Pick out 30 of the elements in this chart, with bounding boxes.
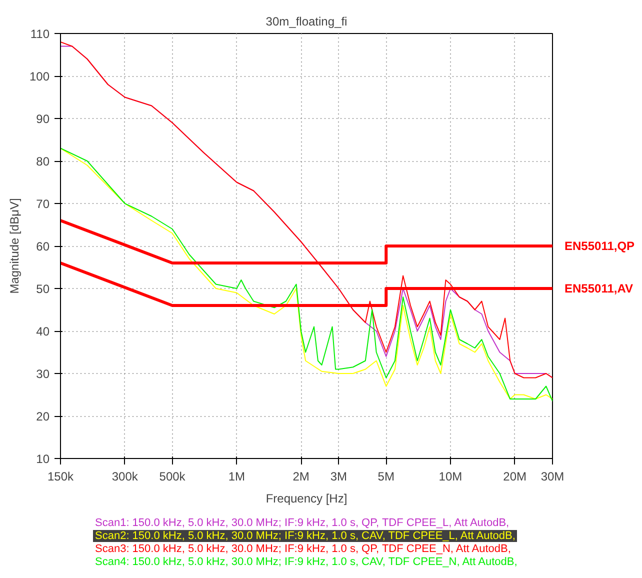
x-tick-label: 1M: [228, 470, 246, 484]
y-tick-label: 20: [36, 410, 50, 424]
text: Scan1: 150.0 kHz, 5.0 kHz, 30.0 MHz; IF:9 kHz, 1.0 s, QP, TDF CPEE_L, Att AutodB,: [94, 517, 510, 529]
x-axis-title: Frequency [Hz]: [266, 492, 348, 506]
x-tick-label: 3M: [330, 470, 348, 484]
text: Scan3: 150.0 kHz, 5.0 kHz, 30.0 MHz; IF:9 kHz, 1.0 s, QP, TDF CPEE_N, Att AutodB,: [94, 543, 512, 555]
y-tick-label: 80: [36, 154, 50, 168]
x-tick-label: 20M: [503, 470, 527, 484]
annotation: EN55011,AV: [564, 282, 633, 296]
annotation: EN55011,QP: [564, 239, 635, 253]
y-tick-label: 60: [36, 240, 50, 254]
y-tick-label: 40: [36, 324, 50, 338]
y-tick-label: 50: [36, 282, 50, 296]
text: Scan4: 150.0 kHz, 5.0 kHz, 30.0 MHz; IF:9 kHz, 1.0 s, CAV, TDF CPEE_N, Att AutodB,: [94, 556, 518, 568]
y-axis-title: Magnitude [dBμV]: [7, 198, 22, 294]
x-tick-label: 500k: [159, 470, 186, 484]
x-tick-label: 2M: [292, 470, 310, 484]
y-tick-label: 90: [36, 112, 50, 126]
y-tick-label: 30: [36, 367, 50, 381]
y-tick-label: 10: [36, 452, 50, 466]
x-tick-label: 150k: [47, 470, 75, 484]
text: Scan2: 150.0 kHz, 5.0 kHz, 30.0 MHz; IF:9 kHz, 1.0 s, CAV, TDF CPEE_L, Att AutodB,: [93, 530, 518, 542]
x-tick-label: 5M: [378, 470, 394, 484]
chart-title: 30m_floating_fi: [266, 14, 348, 28]
x-tick-label: 300k: [112, 470, 139, 484]
x-tick-label: 10M: [438, 470, 462, 484]
y-tick-label: 70: [36, 197, 50, 211]
y-tick-label: 100: [29, 70, 50, 84]
y-tick-label: 110: [30, 27, 50, 41]
x-tick-label: 30M: [540, 470, 564, 484]
